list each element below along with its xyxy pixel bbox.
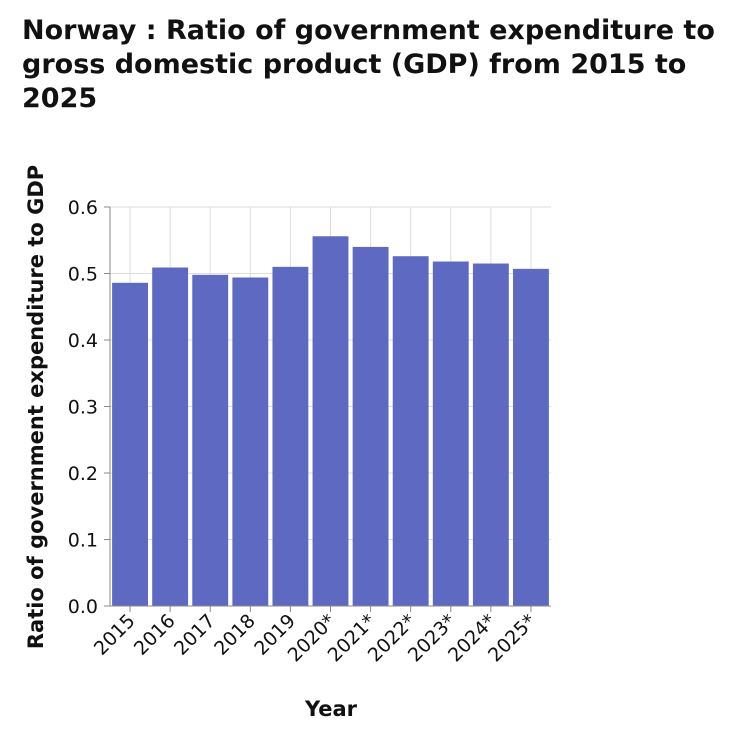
bar-2017	[192, 274, 229, 606]
y-tick-label: 0.2	[68, 463, 98, 485]
x-tick-label: 2016	[130, 610, 180, 660]
x-axis-title: Year	[304, 697, 358, 721]
y-tick-label: 0.6	[68, 197, 98, 219]
bars	[112, 236, 549, 606]
bar-2021-est	[352, 246, 389, 606]
bar-2023-est	[432, 261, 469, 606]
x-tick-label: 2017	[170, 610, 220, 660]
bar-2015	[112, 282, 148, 606]
chart-title: Norway : Ratio of government expenditure…	[22, 15, 715, 114]
y-axis-ticks: 0.0 0.1 0.2 0.3 0.4 0.5 0.6	[68, 197, 110, 618]
y-tick-label: 0.5	[68, 264, 98, 286]
bar-2025-est	[513, 268, 549, 606]
bar-2024-est	[472, 263, 509, 606]
bar-2022-est	[392, 256, 429, 606]
x-axis-ticks: 201520162017201820192020*2021*2022*2023*…	[90, 606, 540, 666]
bar-2019	[272, 266, 309, 606]
y-tick-label: 0.0	[68, 596, 98, 618]
bar-2018	[232, 277, 269, 606]
y-axis-title: Ratio of government expenditure to GDP	[24, 165, 48, 649]
y-tick-label: 0.1	[68, 530, 98, 552]
y-tick-label: 0.4	[68, 330, 98, 352]
bar-2020-est	[312, 236, 349, 606]
x-tick-label: 2018	[210, 610, 260, 660]
bar-2016	[152, 267, 189, 606]
y-tick-label: 0.3	[68, 397, 98, 419]
